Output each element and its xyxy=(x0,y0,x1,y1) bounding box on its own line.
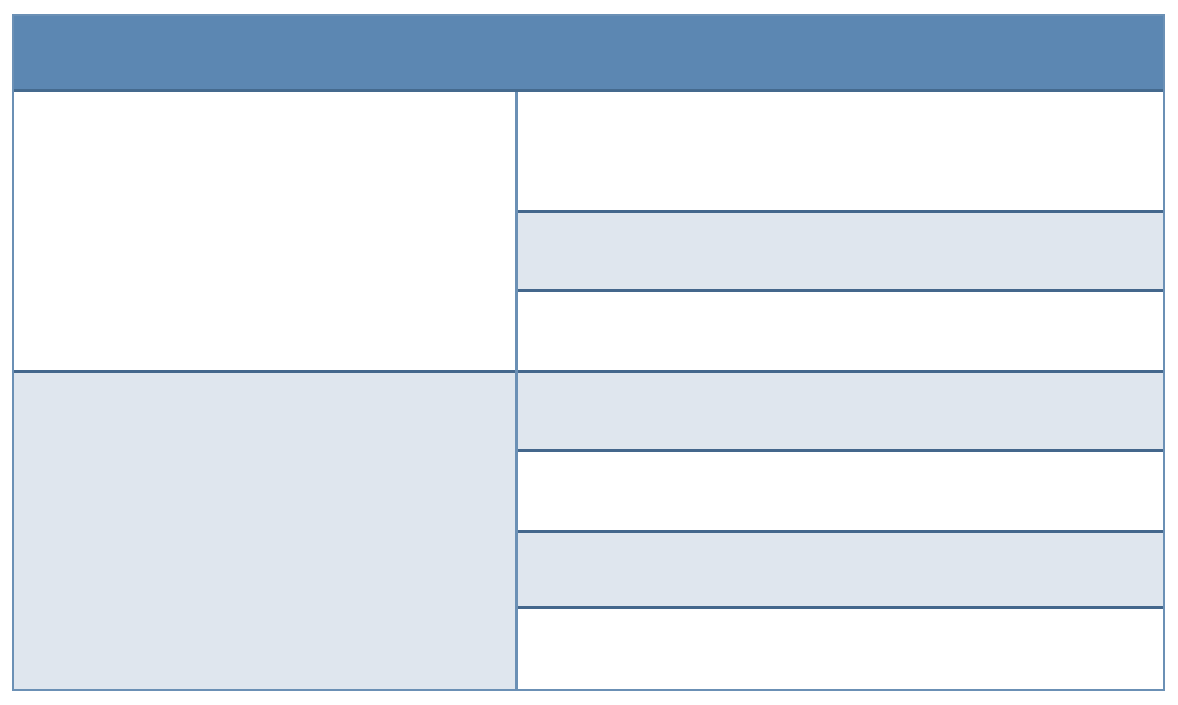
table-body xyxy=(14,92,1163,689)
right-column-row-1[interactable] xyxy=(518,92,1163,213)
right-column-row-6[interactable] xyxy=(518,533,1163,609)
right-column-row-4[interactable] xyxy=(518,373,1163,452)
table-left-column xyxy=(14,92,518,689)
right-column-row-5[interactable] xyxy=(518,452,1163,533)
table-right-column xyxy=(518,92,1163,689)
right-column-row-3[interactable] xyxy=(518,292,1163,373)
left-column-cell-1[interactable] xyxy=(14,92,515,373)
right-column-row-7[interactable] xyxy=(518,609,1163,689)
left-column-cell-2[interactable] xyxy=(14,373,515,689)
table-header-cell[interactable] xyxy=(14,16,1163,92)
document-table xyxy=(12,14,1165,691)
right-column-row-2[interactable] xyxy=(518,213,1163,292)
